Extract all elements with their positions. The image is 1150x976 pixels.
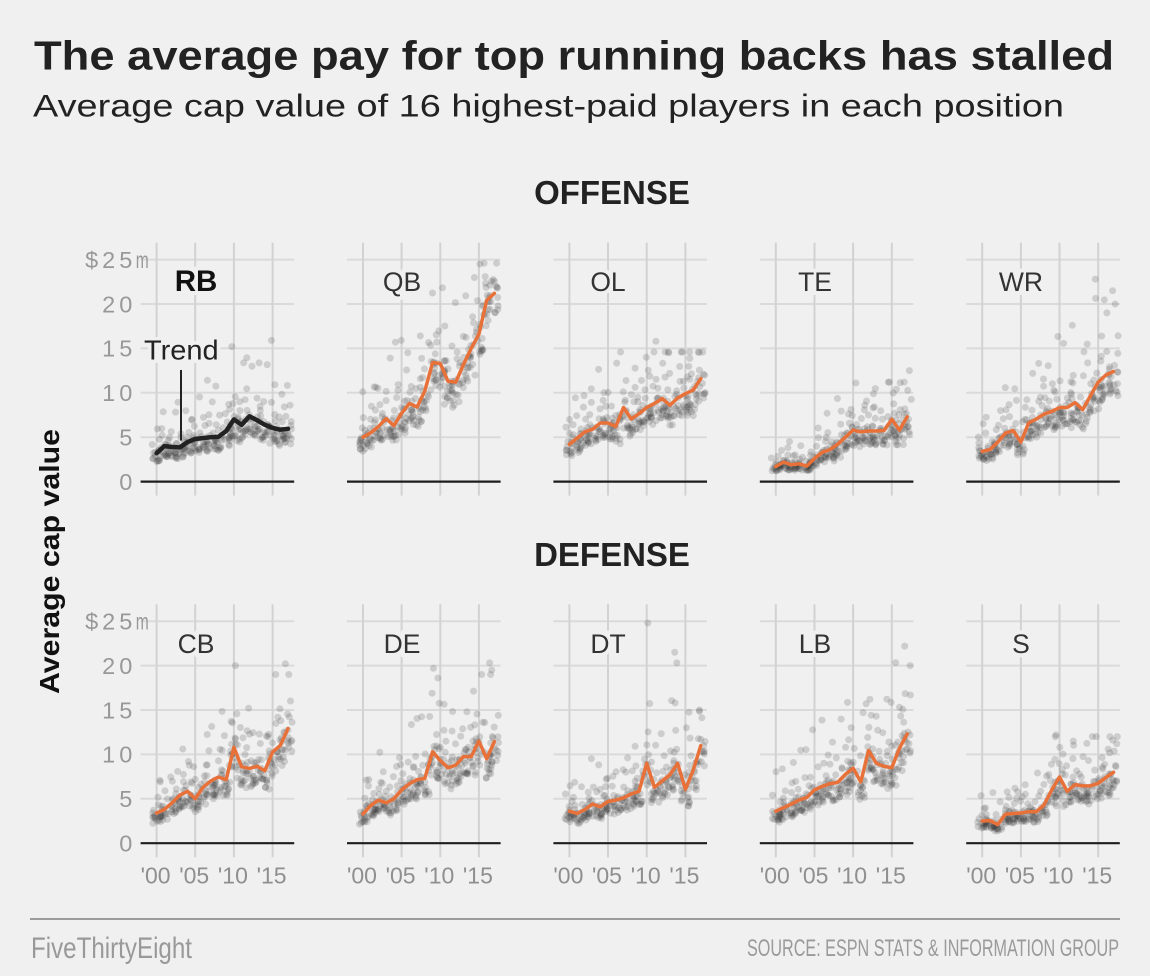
svg-text:'15: '15 bbox=[257, 863, 287, 889]
svg-text:OFFENSE: OFFENSE bbox=[534, 174, 690, 211]
svg-text:5: 5 bbox=[119, 425, 136, 451]
svg-text:$25: $25 bbox=[85, 609, 136, 635]
svg-text:'15: '15 bbox=[1082, 863, 1112, 889]
svg-text:20: 20 bbox=[102, 653, 136, 679]
svg-text:QB: QB bbox=[383, 267, 421, 297]
svg-text:'05: '05 bbox=[386, 863, 416, 889]
svg-text:FiveThirtyEight: FiveThirtyEight bbox=[31, 932, 193, 965]
svg-text:Trend: Trend bbox=[144, 335, 219, 366]
svg-text:15: 15 bbox=[102, 336, 136, 362]
svg-text:TE: TE bbox=[798, 267, 832, 297]
svg-text:'10: '10 bbox=[837, 863, 867, 889]
svg-text:DEFENSE: DEFENSE bbox=[534, 536, 690, 573]
svg-text:The average pay for top runnin: The average pay for top running backs ha… bbox=[34, 33, 1114, 79]
svg-text:0: 0 bbox=[119, 469, 136, 495]
svg-text:20: 20 bbox=[102, 291, 136, 317]
svg-text:CB: CB bbox=[178, 629, 215, 659]
svg-text:'10: '10 bbox=[1044, 863, 1074, 889]
svg-text:0: 0 bbox=[119, 831, 136, 857]
svg-text:DT: DT bbox=[590, 629, 625, 659]
svg-text:'05: '05 bbox=[1005, 863, 1035, 889]
svg-text:'10: '10 bbox=[218, 863, 248, 889]
svg-text:'10: '10 bbox=[631, 863, 661, 889]
svg-text:$25: $25 bbox=[85, 247, 136, 273]
svg-text:15: 15 bbox=[102, 697, 136, 723]
svg-text:'00: '00 bbox=[966, 863, 996, 889]
svg-text:LB: LB bbox=[799, 629, 831, 659]
svg-text:Average cap value: Average cap value bbox=[34, 429, 65, 694]
svg-text:'00: '00 bbox=[141, 863, 171, 889]
svg-text:m: m bbox=[136, 609, 149, 635]
svg-text:Average cap value of 16 highes: Average cap value of 16 highest-paid pla… bbox=[33, 88, 1064, 124]
svg-text:'10: '10 bbox=[424, 863, 454, 889]
svg-text:WR: WR bbox=[999, 267, 1043, 297]
svg-text:'05: '05 bbox=[592, 863, 622, 889]
svg-text:'15: '15 bbox=[463, 863, 493, 889]
svg-text:5: 5 bbox=[119, 786, 136, 812]
svg-text:10: 10 bbox=[102, 742, 136, 768]
svg-text:DE: DE bbox=[384, 629, 421, 659]
svg-text:'15: '15 bbox=[876, 863, 906, 889]
svg-text:10: 10 bbox=[102, 380, 136, 406]
svg-text:'00: '00 bbox=[347, 863, 377, 889]
svg-text:S: S bbox=[1012, 629, 1030, 659]
svg-text:'15: '15 bbox=[669, 863, 699, 889]
svg-text:'05: '05 bbox=[799, 863, 829, 889]
svg-text:SOURCE: ESPN STATS & INFORMATI: SOURCE: ESPN STATS & INFORMATION GROUP bbox=[747, 935, 1119, 962]
svg-text:RB: RB bbox=[175, 265, 218, 298]
svg-text:OL: OL bbox=[590, 267, 625, 297]
svg-text:'05: '05 bbox=[179, 863, 209, 889]
svg-text:'00: '00 bbox=[553, 863, 583, 889]
svg-text:'00: '00 bbox=[760, 863, 790, 889]
svg-text:m: m bbox=[136, 247, 149, 273]
